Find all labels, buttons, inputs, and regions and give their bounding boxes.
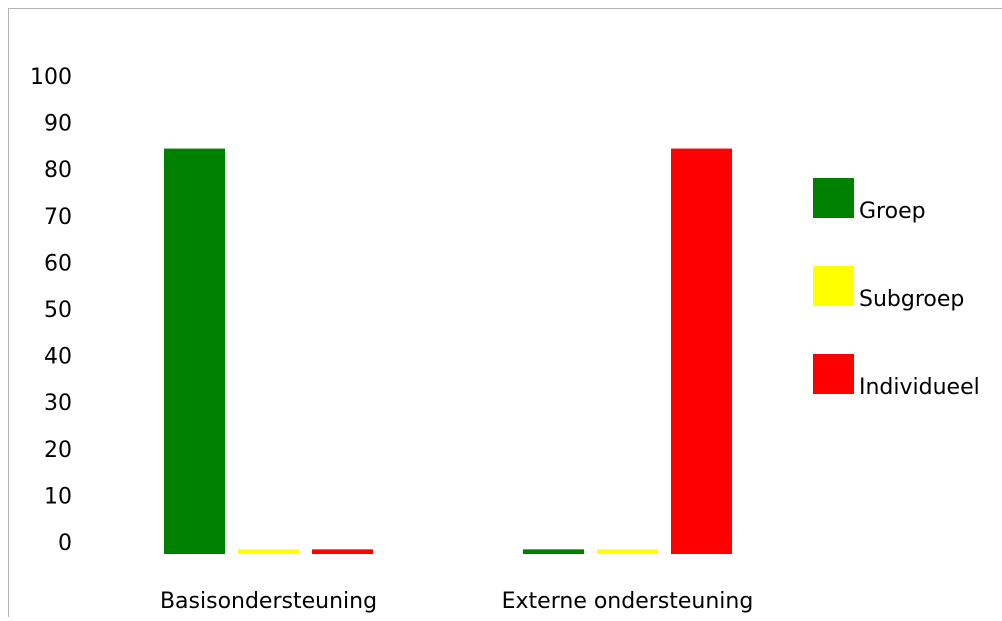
bars xyxy=(164,148,732,554)
y-tick-label: 100 xyxy=(30,65,72,90)
x-tick-label: Externe ondersteuning xyxy=(502,589,754,614)
y-tick-label: 60 xyxy=(44,251,72,276)
bar-groep-2 xyxy=(523,549,584,554)
legend-swatch-groep xyxy=(813,178,854,218)
legend-label-individueel: Individueel xyxy=(859,375,980,400)
legend-swatch-subgroep xyxy=(813,266,854,306)
y-tick-label: 10 xyxy=(44,484,72,509)
y-tick-label: 40 xyxy=(44,345,72,370)
x-tick-label: Basisondersteuning xyxy=(160,589,377,614)
y-tick-label: 20 xyxy=(44,438,72,463)
x-axis-tick-labels: Basisondersteuning Externe ondersteuning xyxy=(160,589,753,614)
y-tick-label: 30 xyxy=(44,391,72,416)
y-tick-label: 0 xyxy=(58,531,72,556)
y-axis-tick-labels: 0 10 20 30 40 50 60 70 80 90 100 xyxy=(30,65,72,556)
bar-groep-1 xyxy=(164,148,225,554)
bar-subgroep-1 xyxy=(238,549,299,554)
bar-individueel-1 xyxy=(312,549,373,554)
bar-individueel-2 xyxy=(671,148,732,554)
y-tick-label: 80 xyxy=(44,158,72,183)
legend-label-groep: Groep xyxy=(859,199,926,224)
bar-subgroep-2 xyxy=(597,549,658,554)
legend-label-subgroep: Subgroep xyxy=(859,287,964,312)
y-tick-label: 90 xyxy=(44,112,72,137)
y-tick-label: 70 xyxy=(44,205,72,230)
y-tick-label: 50 xyxy=(44,298,72,323)
legend: Groep Subgroep Individueel xyxy=(813,178,980,400)
legend-swatch-individueel xyxy=(813,354,854,394)
